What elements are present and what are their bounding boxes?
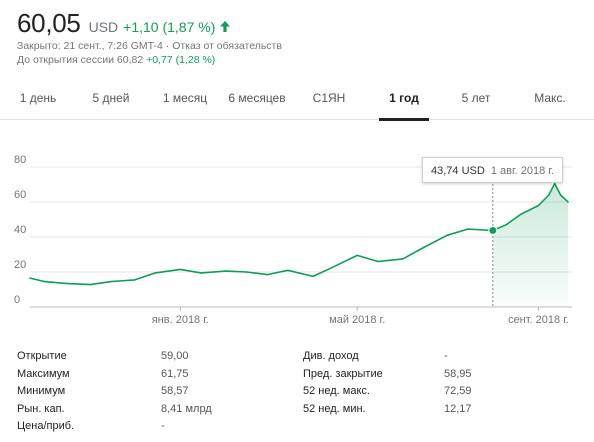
price-row: 60,05 USD +1,10 (1,87 %) bbox=[17, 8, 587, 39]
series-line bbox=[29, 182, 569, 286]
tooltip-value: 43,74 USD bbox=[431, 165, 485, 177]
data-point bbox=[179, 268, 182, 271]
data-point bbox=[377, 260, 379, 263]
stat-value: 58,95 bbox=[444, 367, 472, 380]
stat-value: 58,57 bbox=[161, 385, 189, 397]
stat-row-52w-high: 52 нед. макс. 72,59 bbox=[303, 383, 587, 401]
y-tick-label: 20 bbox=[14, 259, 26, 271]
stat-row-open: Открытие 59,00 bbox=[17, 348, 287, 366]
tab-1-year[interactable]: 1 год bbox=[379, 82, 429, 121]
x-tick-label: май 2018 г. bbox=[329, 314, 385, 326]
data-point bbox=[567, 201, 569, 203]
stat-value: 61,75 bbox=[161, 367, 189, 380]
stat-label: 52 нед. макс. bbox=[303, 385, 370, 397]
stat-row-prev-close: Пред. закрытие 58,95 bbox=[303, 366, 587, 384]
data-point bbox=[200, 272, 202, 274]
data-point bbox=[225, 270, 227, 272]
premarket-price: До открытия сессии 60,82 bbox=[17, 54, 144, 66]
y-tick-label: 80 bbox=[14, 154, 26, 166]
stat-row-52w-low: 52 нед. мин. 12,17 bbox=[303, 401, 587, 419]
y-tick-label: 40 bbox=[14, 224, 26, 236]
closed-time: Закрыто: 21 сент., 7:26 GMT-4 bbox=[17, 40, 163, 52]
data-point bbox=[537, 204, 540, 207]
arrow-up-icon bbox=[219, 20, 231, 33]
stat-value: 59,00 bbox=[161, 350, 189, 362]
data-point bbox=[110, 280, 112, 283]
stat-row-pe: Цена/приб. - bbox=[17, 418, 287, 436]
data-point bbox=[133, 279, 136, 281]
price-chart[interactable]: 80 60 40 20 0 янв. 2018 г. май 2018 г. сент. 20… bbox=[0, 140, 594, 340]
stat-row-dividend: Див. доход - bbox=[303, 348, 587, 366]
data-point bbox=[548, 194, 550, 196]
tab-1-day[interactable]: 1 день bbox=[19, 91, 57, 105]
stat-label: Див. доход bbox=[303, 350, 359, 362]
stat-label: Цена/приб. bbox=[17, 420, 75, 432]
stat-label: Рын. кап. bbox=[17, 402, 65, 415]
y-tick-label: 60 bbox=[14, 189, 26, 201]
data-point bbox=[466, 228, 469, 230]
tab-max[interactable]: Макс. bbox=[534, 91, 566, 105]
data-point bbox=[43, 280, 46, 283]
tab-1-month[interactable]: 1 месяц bbox=[162, 91, 208, 105]
data-point bbox=[520, 213, 522, 216]
current-price: 60,05 bbox=[17, 8, 81, 38]
price-change: +1,10 (1,87 %) bbox=[123, 19, 216, 35]
stat-value: - bbox=[161, 420, 165, 432]
data-point bbox=[266, 273, 269, 276]
stats-left-column: Открытие 59,00 Максимум 61,75 Минимум 58,57… bbox=[17, 348, 287, 436]
data-point bbox=[446, 234, 448, 237]
data-point bbox=[332, 265, 335, 268]
x-tick-label: янв. 2018 г. bbox=[152, 314, 209, 326]
hover-marker bbox=[488, 225, 498, 235]
tab-6-months[interactable]: 6 месяцев bbox=[228, 91, 286, 105]
data-point bbox=[559, 194, 562, 196]
premarket-change: +0,77 (1,28 %) bbox=[146, 54, 216, 66]
stat-value: 8,41 млрд bbox=[161, 402, 212, 415]
data-point bbox=[89, 283, 92, 286]
stat-value: 72,59 bbox=[444, 385, 472, 397]
stats-right-column: Див. доход - Пред. закрытие 58,95 52 нед. … bbox=[303, 348, 587, 418]
data-point bbox=[154, 272, 157, 274]
y-tick-label: 0 bbox=[14, 294, 20, 306]
stat-label: Минимум bbox=[17, 385, 66, 397]
range-tabs: 1 день 5 дней 1 месяц 6 месяцев С1ЯН 1 г… bbox=[0, 82, 594, 121]
data-point bbox=[64, 282, 67, 285]
data-point bbox=[29, 277, 31, 279]
currency-code: USD bbox=[88, 19, 119, 35]
data-point bbox=[312, 275, 314, 278]
chart-tooltip: 43,74 USD 1 авг. 2018 г. bbox=[422, 157, 563, 183]
premarket-status: До открытия сессии 60,82 +0,77 (1,28 %) bbox=[17, 53, 587, 67]
closed-status: Закрыто: 21 сент., 7:26 GMT-4 · Отказ от… bbox=[17, 39, 587, 53]
tab-5-years[interactable]: 5 лет bbox=[461, 91, 491, 105]
stat-value: 12,17 bbox=[444, 402, 472, 415]
data-point bbox=[245, 271, 248, 273]
stat-row-low: Минимум 58,57 bbox=[17, 383, 287, 401]
data-point bbox=[287, 269, 289, 272]
area-fill bbox=[492, 183, 568, 307]
separator-dot: · bbox=[165, 40, 173, 52]
stat-row-market-cap: Рын. кап. 8,41 млрд bbox=[17, 401, 287, 419]
tab-ytd[interactable]: С1ЯН bbox=[312, 91, 346, 105]
stat-label: Открытие bbox=[17, 350, 67, 362]
stat-label: 52 нед. мин. bbox=[303, 402, 366, 415]
chart-svg: 80 60 40 20 0 янв. 2018 г. май 2018 г. сент. 20… bbox=[14, 154, 572, 326]
stat-value: - bbox=[444, 350, 448, 362]
x-tick-label: сент. 2018 г. bbox=[508, 314, 569, 326]
data-point bbox=[422, 246, 425, 249]
quote-header: 60,05 USD +1,10 (1,87 %) Закрыто: 21 сен… bbox=[17, 8, 587, 67]
data-point bbox=[553, 182, 556, 185]
stat-label: Пред. закрытие bbox=[303, 367, 383, 380]
disclaimer-link[interactable]: Отказ от обязательств bbox=[172, 40, 282, 52]
tooltip-date: 1 авг. 2018 г. bbox=[490, 165, 554, 177]
stat-label: Максимум bbox=[17, 367, 70, 380]
data-point bbox=[402, 258, 404, 260]
stat-row-high: Максимум 61,75 bbox=[17, 366, 287, 384]
data-point bbox=[505, 223, 507, 226]
data-point bbox=[356, 254, 359, 257]
tab-5-days[interactable]: 5 дней bbox=[92, 91, 130, 105]
